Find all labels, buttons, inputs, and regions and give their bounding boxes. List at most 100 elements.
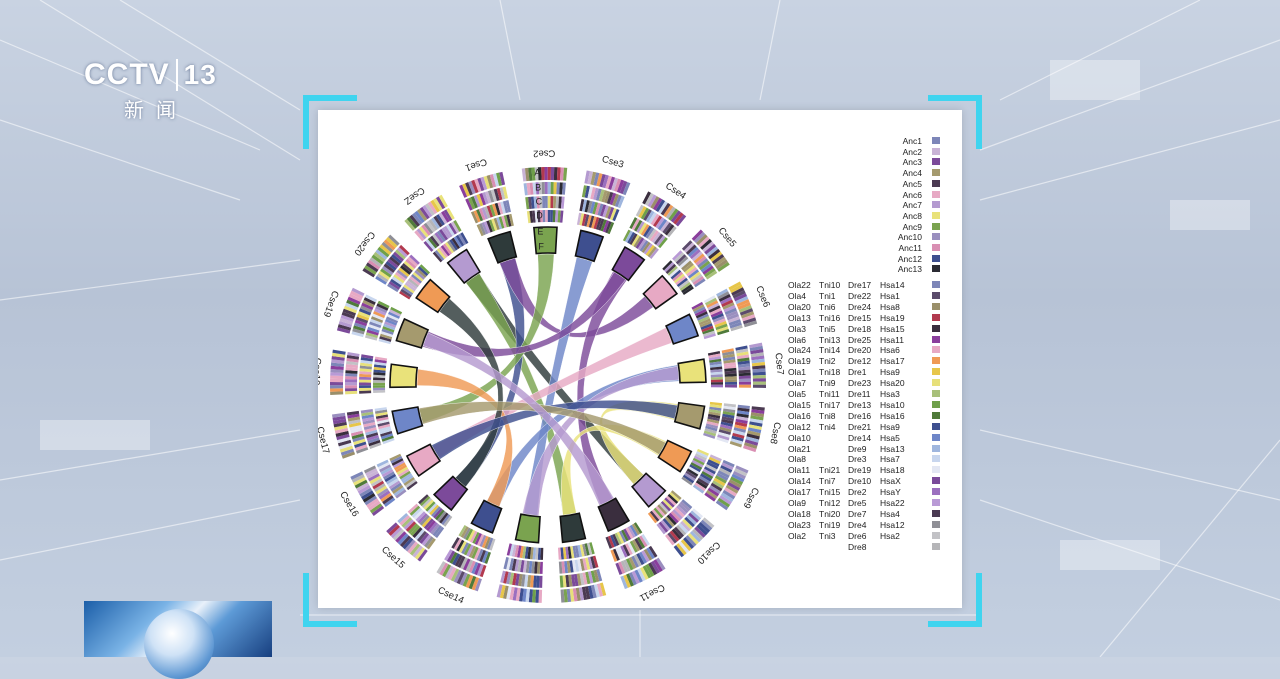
legend-swatch [932,543,940,550]
legend-swatch [932,223,940,230]
legend-ola-label: Ola16 [788,411,811,421]
legend-hsa-label: Hsa14 [880,280,905,290]
chromosome-label: Cse15 [379,544,407,571]
legend-tni-label: Tni20 [819,509,840,519]
legend-tni-label: Tni13 [819,335,840,345]
legend-hsa-label: Hsa16 [880,411,905,421]
track-segment [753,375,766,379]
legend-label: Anc9 [903,222,922,232]
track-segment [548,182,551,194]
legend-swatch [932,499,940,506]
corner-thumbnail [84,601,272,657]
legend-dre-label: Dre3 [848,454,866,464]
legend-swatch [932,201,940,208]
legend-dre-label: Dre10 [848,476,871,486]
legend-hsa-label: Hsa15 [880,324,905,334]
track-segment [725,385,737,388]
legend-hsa-label: Hsa19 [880,313,905,323]
chromosome-label: Cse4 [663,181,688,202]
legend-tni-label: Tni9 [819,378,836,388]
legend-ola-label: Ola5 [788,389,806,399]
legend-ola-label: Ola19 [788,356,811,366]
track-letter: A [534,168,540,178]
globe-icon [144,609,214,679]
legend-dre-label: Dre2 [848,487,866,497]
track-segment [541,167,544,180]
legend-label: Anc6 [903,190,922,200]
legend-hsa-label: Hsa20 [880,378,905,388]
cctv-logo-text: CCTV [84,58,170,92]
chromosome-label: Cse5 [716,225,739,249]
legend-label: Anc7 [903,200,922,210]
legend-dre-label: Dre18 [848,324,871,334]
chromosome-ideogram [675,403,705,429]
chromosome-ideogram [678,359,706,382]
legend-hsa-label: Hsa1 [880,291,900,301]
legend-ancestral-item: Anc10 [880,232,940,242]
legend-swatch [932,390,940,397]
legend-ola-label: Ola14 [788,476,811,486]
track-segment [359,377,371,380]
legend-dre-label: Dre7 [848,509,866,519]
legend-swatch [932,233,940,240]
legend-dre-label: Dre16 [848,411,871,421]
track-segment [345,385,357,388]
legend-dre-label: Dre9 [848,444,866,454]
legend-ola-label: Ola7 [788,378,806,388]
legend-ola-label: Ola21 [788,444,811,454]
legend-tni-label: Tni17 [819,400,840,410]
chromosome-ideogram [488,232,516,263]
track-segment [359,385,371,388]
legend-swatch [932,180,940,187]
chromosome-label: CseZ [402,184,427,206]
track-segment [711,382,723,385]
legend-ola-label: Ola17 [788,487,811,497]
legend-swatch [932,212,940,219]
channel-number: 13 [176,59,217,91]
legend-tni-label: Tni7 [819,476,836,486]
legend-hsa-label: Hsa4 [880,509,900,519]
legend-tni-label: Tni4 [819,422,836,432]
chromosome-label: Cse14 [436,585,466,607]
legend-dre-label: Dre5 [848,498,866,508]
legend-ancestral-item: Anc1 [880,136,940,146]
legend-tni-label: Tni2 [819,356,836,366]
legend-ola-label: Ola1 [788,367,806,377]
track-segment [753,385,766,388]
track-segment [711,380,723,383]
legend-ancestral-item: Anc7 [880,200,940,210]
circos-diagram: Cse1Cse2Cse3Cse4Cse5Cse6Cse7Cse8Cse9Cse1… [318,110,788,608]
legend-hsa-label: Hsa7 [880,454,900,464]
legend-swatch [932,346,940,353]
legend-hsa-label: Hsa11 [880,335,904,345]
track-segment [330,375,343,379]
legend-tni-label: Tni10 [819,280,840,290]
track-segment [542,182,545,194]
legend-swatch [932,477,940,484]
track-segment [725,379,737,382]
legend-ola-label: Ola12 [788,422,811,432]
legend-label: Anc5 [903,179,922,189]
legend-swatch [932,244,940,251]
legend-ancestral-item: Anc11 [880,243,940,253]
track-segment [543,210,546,222]
legend-swatch [932,423,940,430]
track-segment [359,390,371,393]
legend-hsa-label: Hsa17 [880,356,905,366]
legend-ola-label: Ola8 [788,454,806,464]
legend-label: Anc13 [898,264,922,274]
legend-hsa-label: Hsa9 [880,422,900,432]
legend-dre-label: Dre4 [848,520,866,530]
track-segment [359,388,371,391]
chromosome-ideogram [560,513,585,542]
